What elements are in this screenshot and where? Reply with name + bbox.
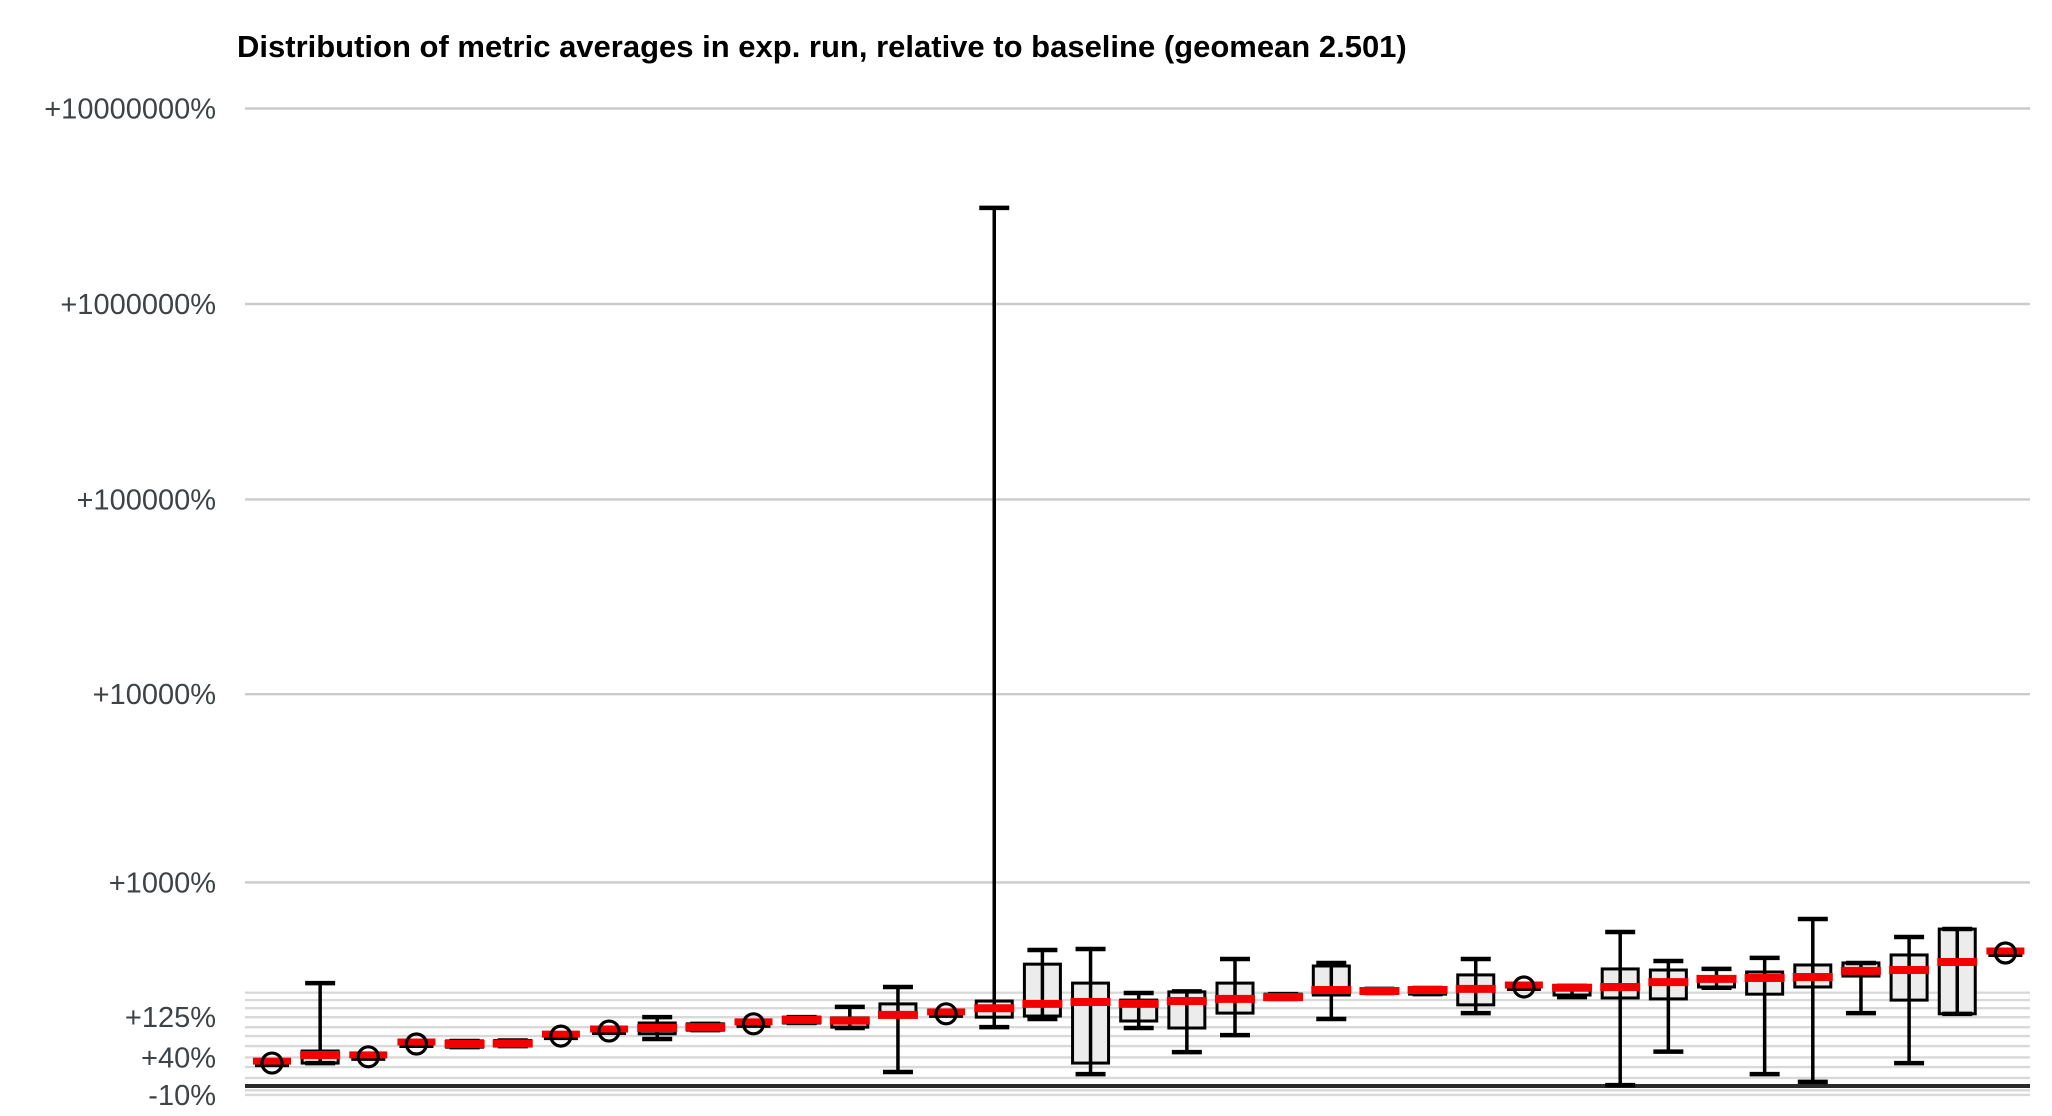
point-circle bbox=[404, 1032, 429, 1056]
y-tick-label: +10000% bbox=[93, 679, 216, 711]
box-plot bbox=[1696, 966, 1737, 991]
box-plot bbox=[637, 1014, 678, 1042]
box-plot bbox=[877, 984, 918, 1075]
y-tick-label: +100000% bbox=[77, 484, 217, 516]
box-plot bbox=[685, 1021, 726, 1033]
box-plot bbox=[1263, 991, 1304, 1002]
box-plot bbox=[734, 1012, 773, 1036]
box-plot bbox=[349, 1045, 388, 1069]
box-plot bbox=[927, 1002, 966, 1026]
y-tick-label: +1000% bbox=[109, 867, 216, 899]
box-plot bbox=[1311, 960, 1352, 1022]
box-plot bbox=[541, 1024, 580, 1048]
box-plot bbox=[492, 1038, 533, 1049]
point-circle bbox=[741, 1012, 766, 1036]
y-axis-labels: +10000000% +1000000% +100000% +10000% +1000%… bbox=[44, 93, 216, 1111]
box-plot bbox=[1552, 983, 1593, 1000]
box-plot bbox=[1407, 985, 1448, 997]
point-circle bbox=[549, 1024, 573, 1048]
box-plot bbox=[1455, 956, 1496, 1016]
box-plot bbox=[781, 1014, 822, 1026]
box-plot bbox=[1792, 916, 1833, 1085]
box-plot bbox=[1986, 941, 2025, 965]
box-plot bbox=[444, 1038, 485, 1050]
box-plot bbox=[1840, 960, 1881, 1016]
box-plot bbox=[1889, 934, 1930, 1066]
box-plot bbox=[1937, 926, 1978, 1017]
box-plot bbox=[1118, 990, 1159, 1031]
box-plot bbox=[1166, 989, 1207, 1055]
chart-title: Distribution of metric averages in exp. … bbox=[237, 29, 1407, 64]
y-tick-label: +10000000% bbox=[44, 93, 216, 125]
box-plot bbox=[1070, 946, 1111, 1077]
box-plot bbox=[974, 205, 1015, 1030]
y-tick-label: +1000000% bbox=[60, 289, 216, 321]
point-circle bbox=[260, 1051, 284, 1075]
box-plots bbox=[253, 205, 2025, 1088]
box-plot bbox=[1022, 947, 1063, 1022]
gridlines bbox=[245, 107, 2030, 1097]
point-circle bbox=[1512, 975, 1536, 999]
y-tick-label: +40% bbox=[141, 1042, 216, 1074]
box-plot bbox=[1744, 955, 1785, 1077]
point-circle bbox=[1993, 941, 2018, 965]
point-circle bbox=[934, 1002, 958, 1026]
box-plot bbox=[397, 1032, 436, 1056]
y-tick-label: -10% bbox=[148, 1080, 216, 1112]
box-plot bbox=[829, 1004, 870, 1031]
box-plot bbox=[300, 980, 341, 1066]
box-plot bbox=[590, 1019, 629, 1043]
box-plot bbox=[1648, 958, 1689, 1054]
y-tick-label: +125% bbox=[125, 1002, 216, 1034]
point-circle bbox=[356, 1045, 380, 1069]
point-circle bbox=[597, 1019, 621, 1043]
box-plot bbox=[253, 1051, 291, 1075]
box-plot bbox=[1359, 986, 1400, 996]
box-plot bbox=[1504, 975, 1543, 999]
box-plot bbox=[1215, 956, 1255, 1038]
box-plot bbox=[1600, 929, 1641, 1088]
